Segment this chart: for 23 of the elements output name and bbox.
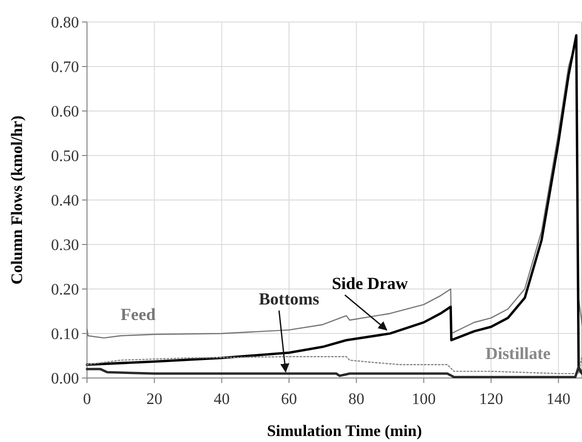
y-tick-label: 0.20	[51, 282, 79, 299]
y-tick-label: 0.80	[51, 14, 79, 32]
y-axis-title: Column Flows (kmol/hr)	[9, 116, 26, 284]
x-axis-title: Simulation Time (min)	[267, 423, 422, 440]
series-label: Side Draw	[332, 274, 409, 293]
x-tick-label: 80	[348, 391, 364, 408]
x-tick-label: 60	[281, 391, 298, 408]
x-tick-label: 40	[214, 391, 230, 408]
y-tick-label: 0.50	[51, 148, 79, 166]
y-tick-label: 0.00	[51, 370, 79, 388]
x-tick-label: 140	[546, 391, 570, 408]
y-tick-label: 0.30	[51, 237, 79, 254]
y-tick-label: 0.10	[51, 326, 79, 344]
x-tick-label: 100	[412, 391, 436, 408]
series-label: Distillate	[485, 344, 552, 363]
series-label: Feed	[120, 305, 156, 324]
x-tick-label: 20	[146, 391, 162, 408]
x-tick-label: 0	[83, 391, 91, 408]
x-tick-label: 120	[479, 391, 504, 408]
y-tick-label: 0.70	[51, 59, 79, 76]
text: Bottoms	[258, 290, 320, 309]
y-tick-label: 0.60	[51, 104, 79, 121]
y-tick-label: 0.40	[51, 192, 79, 210]
